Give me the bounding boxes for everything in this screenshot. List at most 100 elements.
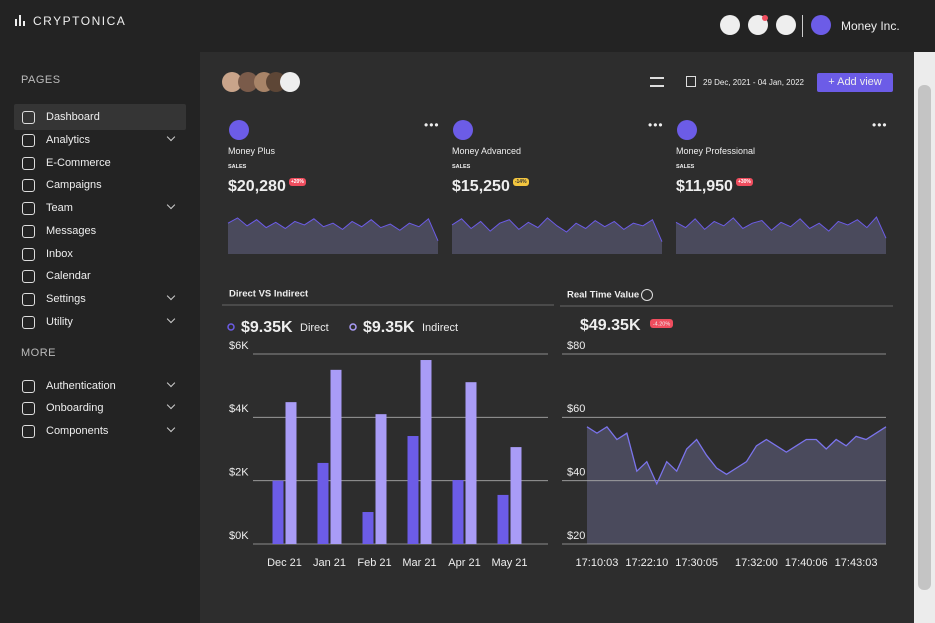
chart-title: Real Time Value	[567, 290, 639, 301]
x-tick-label: Dec 21	[267, 557, 302, 569]
sparkline	[227, 217, 439, 241]
card-name: Money Plus	[228, 146, 276, 156]
change-badge: +30%	[735, 178, 753, 186]
change-badge: -14%	[512, 178, 529, 186]
x-tick-label: Apr 21	[448, 557, 480, 569]
filter-button[interactable]	[650, 77, 664, 87]
section-heading: MORE	[21, 346, 56, 359]
nav-label: Dashboard	[46, 111, 100, 123]
line-area	[587, 426, 886, 544]
nav-label: E-Commerce	[46, 156, 111, 169]
nav-icon	[22, 179, 35, 193]
nav-item[interactable]: Inbox	[14, 241, 186, 267]
card-icon	[677, 120, 697, 140]
nav-item[interactable]: Analytics	[14, 127, 186, 153]
avatar	[238, 72, 258, 92]
card-icon	[229, 120, 249, 140]
nav-item[interactable]: Campaigns	[14, 172, 186, 198]
nav-icon	[22, 202, 35, 215]
account-avatar[interactable]	[811, 15, 831, 35]
sparkline-area	[228, 217, 438, 254]
card-value: $11,950 +30%	[676, 178, 753, 196]
line	[586, 425, 887, 486]
x-tick-label: Mar 21	[402, 557, 436, 569]
nav-label: Team	[46, 202, 73, 214]
nav-label: Calendar	[46, 270, 91, 283]
change-badge	[650, 319, 673, 328]
x-tick-label: Jan 21	[313, 557, 346, 569]
nav-label: Messages	[46, 224, 97, 237]
nav-item[interactable]: Team	[14, 195, 186, 221]
add-view-button[interactable]: + Add view	[817, 73, 893, 92]
value-text: $20,280	[228, 178, 286, 195]
scroll-thumb[interactable]	[918, 85, 931, 590]
account-name[interactable]: Money Inc.	[841, 19, 900, 33]
x-tick-label: 17:22:10	[625, 557, 668, 569]
nav-icon	[22, 402, 35, 416]
bar	[330, 369, 342, 544]
nav-item[interactable]: Messages	[14, 218, 186, 244]
calendar-icon	[686, 76, 696, 87]
add-member-button[interactable]	[280, 72, 300, 92]
card-name: Money Advanced	[452, 146, 522, 156]
x-tick-label: 17:43:03	[835, 557, 878, 569]
brand: CRYPTONICA	[33, 14, 127, 28]
nav-icon	[22, 425, 35, 438]
section-heading: PAGES	[21, 74, 61, 86]
bar	[465, 382, 477, 544]
change-badge: +20%	[288, 178, 306, 186]
nav-item[interactable]: Utility	[14, 309, 186, 335]
divider	[802, 15, 803, 37]
nav-item[interactable]: E-Commerce	[14, 150, 186, 176]
sidebar: PAGES Dashboard Analytics E-Commerce Campaig…	[0, 52, 200, 623]
y-tick-label: $0K	[229, 530, 249, 542]
card-metric: SALES	[452, 164, 471, 170]
notification-dot	[762, 15, 768, 21]
card-name: Money Professional	[676, 146, 756, 156]
card-menu[interactable]: •••	[424, 118, 440, 132]
nav-icon	[22, 133, 35, 147]
search-button[interactable]	[720, 15, 740, 35]
y-tick-label: $60	[567, 403, 585, 415]
nav-icon	[22, 224, 35, 238]
x-tick-label: May 21	[491, 557, 527, 569]
nav-item[interactable]: Calendar	[14, 263, 186, 289]
y-tick-label: $40	[567, 467, 585, 479]
nav-item[interactable]: Onboarding	[14, 395, 186, 421]
legend-total: $9.35K	[241, 319, 293, 336]
headline-value: $49.35K	[580, 317, 641, 334]
chart-title: Direct VS Indirect	[229, 289, 309, 300]
bar	[285, 402, 297, 544]
info-icon[interactable]	[641, 289, 653, 301]
nav-item[interactable]: Settings	[14, 286, 186, 312]
nav-label: Authentication	[46, 379, 116, 392]
nav-item[interactable]: Dashboard	[14, 104, 186, 130]
nav-icon	[22, 270, 35, 284]
nav-item[interactable]: Components	[14, 418, 186, 444]
value-text: $11,950	[676, 178, 733, 195]
nav-icon	[22, 315, 35, 329]
x-tick-label: 17:30:05	[675, 557, 718, 569]
bar	[452, 480, 464, 544]
legend-marker	[349, 323, 357, 331]
value-text: $15,250	[452, 178, 510, 195]
nav-label: Onboarding	[46, 402, 104, 415]
nav-item[interactable]: Authentication	[14, 373, 186, 399]
y-tick-label: $2K	[229, 467, 249, 479]
legend-label: Indirect	[422, 322, 458, 334]
x-tick-label: 17:10:03	[576, 557, 619, 569]
card-metric: SALES	[228, 164, 247, 170]
nav-icon	[22, 247, 35, 261]
card-menu[interactable]: •••	[648, 118, 664, 132]
nav-label: Analytics	[46, 133, 91, 146]
card-icon	[453, 120, 473, 140]
x-tick-label: 17:32:00	[735, 557, 778, 569]
nav-label: Settings	[46, 293, 86, 305]
card-menu[interactable]: •••	[872, 118, 888, 132]
info-button[interactable]	[776, 15, 796, 35]
legend-total: $9.35K	[363, 319, 415, 336]
date-range[interactable]: 29 Dec, 2021 - 04 Jan, 2022	[703, 78, 804, 87]
legend-marker	[227, 323, 235, 331]
bar	[510, 447, 522, 544]
